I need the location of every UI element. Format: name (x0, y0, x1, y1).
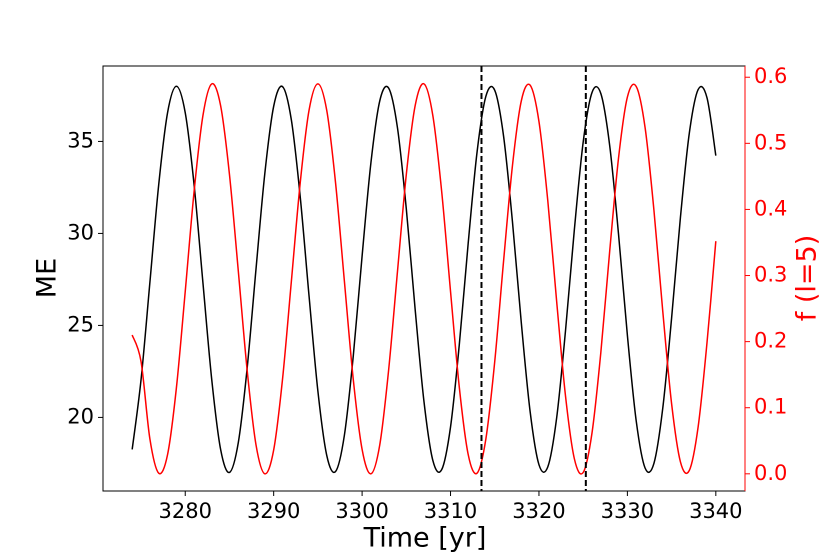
y2-axis-label: f (l=5) (792, 235, 823, 321)
y2-tick-label: 0.2 (754, 329, 787, 353)
x-tick-label: 3290 (247, 499, 300, 523)
y-axis-label: ME (32, 258, 63, 298)
x-tick-label: 3310 (424, 499, 477, 523)
y2-tick-label: 0.4 (754, 196, 787, 220)
y-tick-label: 20 (67, 404, 94, 428)
y2-tick-label: 0.5 (754, 130, 787, 154)
x-tick-label: 3340 (689, 499, 742, 523)
y2-tick-label: 0.0 (754, 461, 787, 485)
x-tick-label: 3330 (601, 499, 654, 523)
y-tick-label: 30 (67, 220, 94, 244)
series-line (131, 82, 717, 475)
x-tick-label: 3300 (335, 499, 388, 523)
y2-tick-label: 0.6 (754, 64, 787, 88)
y2-tick-label: 0.3 (754, 263, 787, 287)
y-tick-label: 25 (67, 312, 94, 336)
x-tick-label: 3280 (159, 499, 212, 523)
y-tick-label: 35 (67, 128, 94, 152)
y2-tick-label: 0.1 (754, 395, 787, 419)
x-tick-label: 3320 (512, 499, 565, 523)
series-line (131, 85, 717, 474)
x-axis-label: Time [yr] (363, 523, 487, 554)
plot-frame (102, 65, 746, 492)
